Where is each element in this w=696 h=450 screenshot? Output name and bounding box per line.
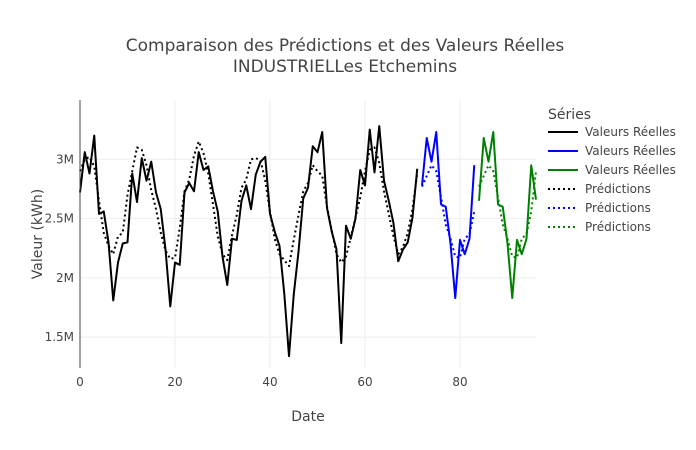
actual-line-0 xyxy=(79,125,419,358)
legend-item-label[interactable]: Valeurs Réelles xyxy=(585,125,676,139)
x-tick-label: 0 xyxy=(76,375,84,389)
prediction-line-3 xyxy=(79,140,419,268)
legend-item-label[interactable]: Valeurs Réelles xyxy=(585,144,676,158)
x-tick-label: 80 xyxy=(452,375,467,389)
actual-line-1 xyxy=(421,131,476,300)
x-tick-label: 60 xyxy=(357,375,372,389)
y-tick-label: 2.5M xyxy=(45,212,74,226)
y-tick-label: 2M xyxy=(56,271,74,285)
legend-title: Séries xyxy=(548,107,591,123)
y-axis-title: Valeur (kWh) xyxy=(30,189,46,279)
axes: 1.5M 2M 2.5M 3M 0 20 40 60 80 xyxy=(45,100,468,389)
x-axis-title: Date xyxy=(291,409,324,425)
chart-title-line1: Comparaison des Prédictions et des Valeu… xyxy=(126,36,565,56)
prediction-line-4 xyxy=(421,164,476,259)
y-tick-label: 1.5M xyxy=(45,330,74,344)
y-tick-label: 3M xyxy=(56,152,74,166)
legend-item-label[interactable]: Prédictions xyxy=(585,201,651,215)
x-tick-label: 40 xyxy=(262,375,277,389)
prediction-line-5 xyxy=(478,164,537,259)
legend[interactable]: Séries Valeurs Réelles Valeurs Réelles Val… xyxy=(548,107,676,234)
x-tick-label: 20 xyxy=(167,375,182,389)
actual-line-2 xyxy=(478,131,537,300)
legend-item-label[interactable]: Prédictions xyxy=(585,220,651,234)
plot-area xyxy=(79,125,537,358)
chart-title-line2: INDUSTRIELLes Etchemins xyxy=(233,57,457,77)
legend-item-label[interactable]: Valeurs Réelles xyxy=(585,163,676,177)
legend-item-label[interactable]: Prédictions xyxy=(585,182,651,196)
grid xyxy=(80,100,536,368)
